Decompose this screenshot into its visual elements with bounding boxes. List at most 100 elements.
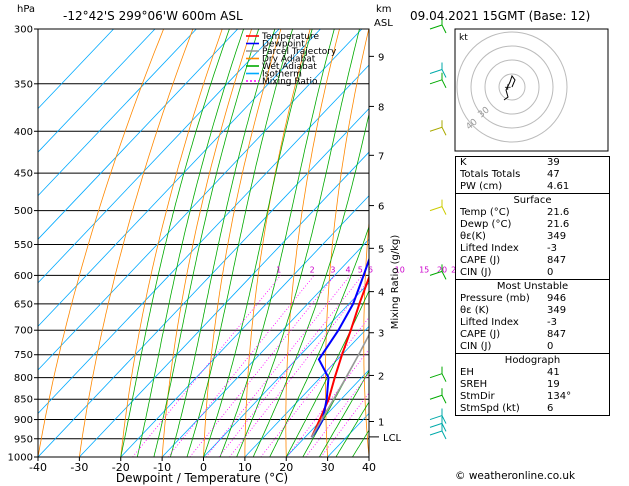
- mixing-ratio-label: 4: [346, 265, 351, 274]
- legend-entry: Mixing Ratio: [262, 77, 318, 87]
- hodograph-kt-label: kt: [459, 33, 468, 43]
- surface-theta-e: θε(K) 349: [460, 231, 567, 242]
- km-label: km: [376, 4, 392, 15]
- isotherm-line: [38, 29, 114, 110]
- profile-temperature: [310, 274, 369, 438]
- temperature-tick-label: 20: [279, 461, 293, 474]
- pressure-tick-label: 550: [14, 240, 33, 251]
- wet-adiabat-line: [136, 29, 244, 457]
- pressure-tick-label: 800: [14, 373, 33, 384]
- wind-barb-icon: [429, 416, 447, 432]
- mixing-ratio-label: 10: [395, 265, 405, 274]
- mixing-ratio-label: 2: [310, 265, 315, 274]
- mixing-ratio-label: 6: [368, 265, 373, 274]
- surface-dewp: Dewp (°C) 21.6: [460, 219, 570, 230]
- pressure-tick-label: 400: [14, 127, 33, 138]
- hodo-stmspd: StmSpd (kt) 6: [460, 403, 554, 414]
- hodograph: kt 40 30 +: [454, 28, 609, 152]
- wet-adiabat-line: [203, 29, 313, 457]
- surface-lifted-index: Lifted Index -3: [460, 243, 557, 254]
- wet-adiabat-line: [120, 29, 230, 457]
- height-tick-label: 4: [378, 288, 384, 299]
- pressure-tick-label: 950: [14, 434, 33, 445]
- legend-entry: Temperature: [261, 32, 319, 42]
- hpa-label: hPa: [17, 4, 35, 15]
- wet-adiabat-line: [319, 370, 369, 457]
- mixing-ratio-label: 15: [419, 265, 429, 274]
- copyright: © weatheronline.co.uk: [455, 470, 576, 482]
- location-title: -12°42'S 299°06'W 600m ASL: [63, 9, 243, 23]
- height-tick-label: 7: [378, 151, 384, 162]
- mu-cin: CIN (J) 0: [460, 341, 554, 352]
- wind-barb-icon: [429, 120, 447, 136]
- mixing-ratio-line: [286, 348, 369, 457]
- hodograph-table-title: Hodograph: [456, 353, 609, 367]
- isotherm-line: [244, 325, 369, 457]
- temperature-tick-label: -20: [112, 461, 130, 474]
- legend-entry: Dewpoint: [262, 40, 305, 50]
- dry-adiabat-line: [401, 29, 428, 457]
- storm-motion-marker: +: [504, 83, 512, 93]
- wind-barb-icon: [429, 424, 447, 440]
- isotherm-line: [79, 151, 369, 457]
- surface-title: Surface: [456, 193, 609, 207]
- pressure-tick-label: 350: [14, 79, 33, 90]
- wet-adiabat-line: [153, 29, 260, 457]
- surface-cape: CAPE (J) 847: [460, 255, 567, 266]
- dry-adiabat-line: [285, 29, 340, 457]
- isotherm-line: [38, 29, 197, 197]
- mixing-ratio-line: [167, 275, 315, 457]
- x-axis-label: Dewpoint / Temperature (°C): [116, 471, 288, 485]
- mixing-ratio-axis-label: Mixing Ratio (g/kg): [390, 235, 401, 330]
- index-row-pw: PW (cm) 4.61: [460, 181, 570, 192]
- dry-adiabat-line: [120, 29, 223, 457]
- dry-adiabat-line: [244, 29, 311, 457]
- wind-barb-icon: [429, 18, 447, 34]
- profile-parcel-trajectory: [310, 333, 369, 438]
- isotherm-line: [38, 29, 280, 284]
- lcl-label: LCL: [383, 433, 402, 444]
- indices-table: K 39 Totals Totals 47 PW (cm) 4.61 Surface …: [455, 156, 610, 416]
- dry-adiabat-line: [79, 29, 194, 457]
- temperature-tick-label: 0: [200, 461, 207, 474]
- height-tick-label: 2: [378, 371, 384, 382]
- wet-adiabat-line: [252, 112, 369, 457]
- dry-adiabat-line: [161, 29, 252, 457]
- wind-barb-icon: [429, 264, 447, 280]
- legend-entry: Isotherm: [262, 70, 302, 80]
- wind-barb-icon: [429, 388, 447, 404]
- datetime-title: 09.04.2021 15GMT (Base: 12): [410, 9, 590, 23]
- wet-adiabat-line: [236, 29, 360, 457]
- pressure-tick-label: 1000: [8, 453, 33, 464]
- hodo-stmdir: StmDir 134°: [460, 391, 572, 402]
- surface-temp: Temp (°C) 21.6: [460, 207, 570, 218]
- height-tick-label: 6: [378, 202, 384, 213]
- isotherm-line: [203, 282, 369, 457]
- isotherm-line: [161, 238, 369, 457]
- height-tick-label: 8: [378, 102, 384, 113]
- pressure-tick-label: 600: [14, 271, 33, 282]
- wind-barb-icon: [429, 408, 447, 424]
- dry-adiabat-line: [363, 217, 369, 457]
- index-row-totals: Totals Totals 47: [460, 169, 560, 180]
- wet-adiabat-line: [302, 334, 369, 457]
- dry-adiabat-line: [437, 29, 457, 457]
- mixing-ratio-line: [260, 316, 369, 457]
- temperature-tick-label: 40: [362, 461, 376, 474]
- pressure-tick-label: 650: [14, 299, 33, 310]
- isotherm-line: [38, 29, 363, 371]
- mixing-ratio-line: [305, 372, 369, 457]
- height-tick-label: 3: [378, 329, 384, 340]
- pressure-tick-label: 850: [14, 395, 33, 406]
- wet-adiabat-line: [186, 29, 293, 457]
- mixing-ratio-line: [218, 275, 363, 457]
- height-tick-label: 1: [378, 418, 384, 429]
- isotherm-line: [38, 107, 369, 457]
- isotherm-line: [38, 29, 239, 240]
- mu-theta-e: θε (K) 349: [460, 305, 567, 316]
- mixing-ratio-line: [320, 392, 369, 457]
- hodograph-trace: [503, 74, 516, 101]
- isotherm-line: [285, 369, 369, 457]
- mu-cape: CAPE (J) 847: [460, 329, 567, 340]
